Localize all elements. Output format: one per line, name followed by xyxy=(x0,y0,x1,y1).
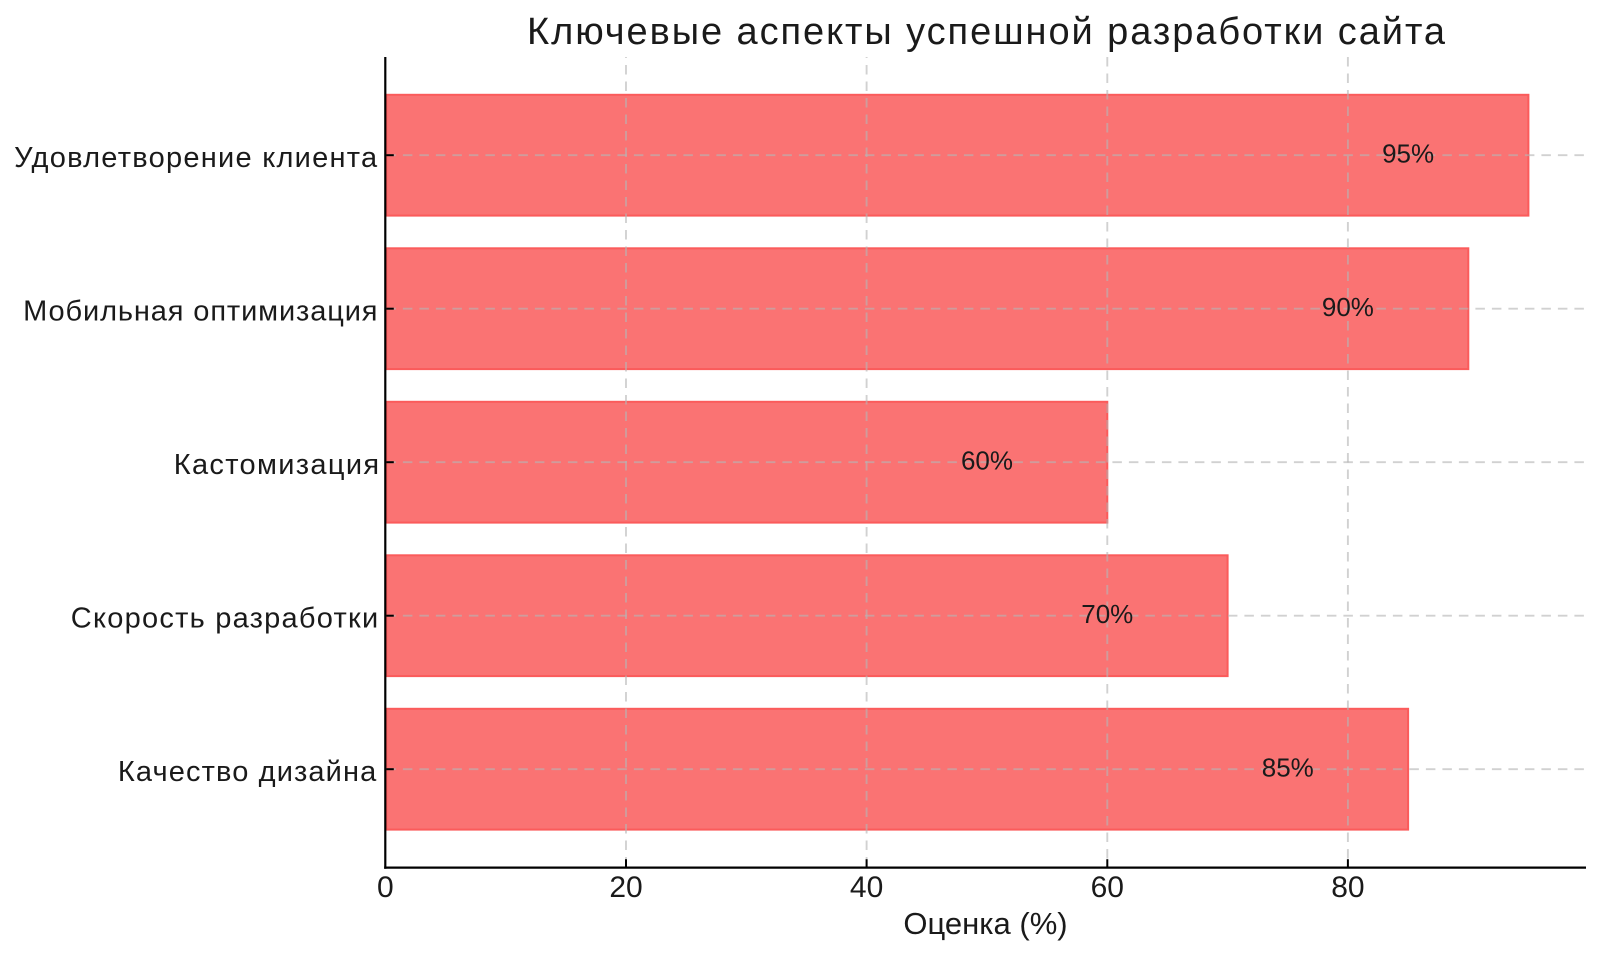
svg-text:Удовлетворение клиента: Удовлетворение клиента xyxy=(14,142,378,174)
svg-text:85%: 85% xyxy=(1262,753,1314,783)
svg-text:60%: 60% xyxy=(961,446,1013,476)
svg-text:Скорость разработки: Скорость разработки xyxy=(71,602,380,634)
svg-text:90%: 90% xyxy=(1322,292,1374,322)
svg-text:Качество дизайна: Качество дизайна xyxy=(118,756,377,788)
svg-text:70%: 70% xyxy=(1081,599,1133,629)
svg-text:Кастомизация: Кастомизация xyxy=(174,449,381,481)
svg-text:40: 40 xyxy=(850,871,883,904)
svg-text:60: 60 xyxy=(1091,871,1124,904)
svg-text:0: 0 xyxy=(377,871,394,904)
svg-text:80: 80 xyxy=(1331,871,1364,904)
svg-text:20: 20 xyxy=(609,871,642,904)
svg-text:Мобильная оптимизация: Мобильная оптимизация xyxy=(23,295,378,327)
svg-text:Ключевые аспекты успешной разр: Ключевые аспекты успешной разработки сай… xyxy=(527,11,1447,53)
svg-text:Оценка (%): Оценка (%) xyxy=(903,906,1067,941)
svg-text:95%: 95% xyxy=(1382,139,1434,169)
